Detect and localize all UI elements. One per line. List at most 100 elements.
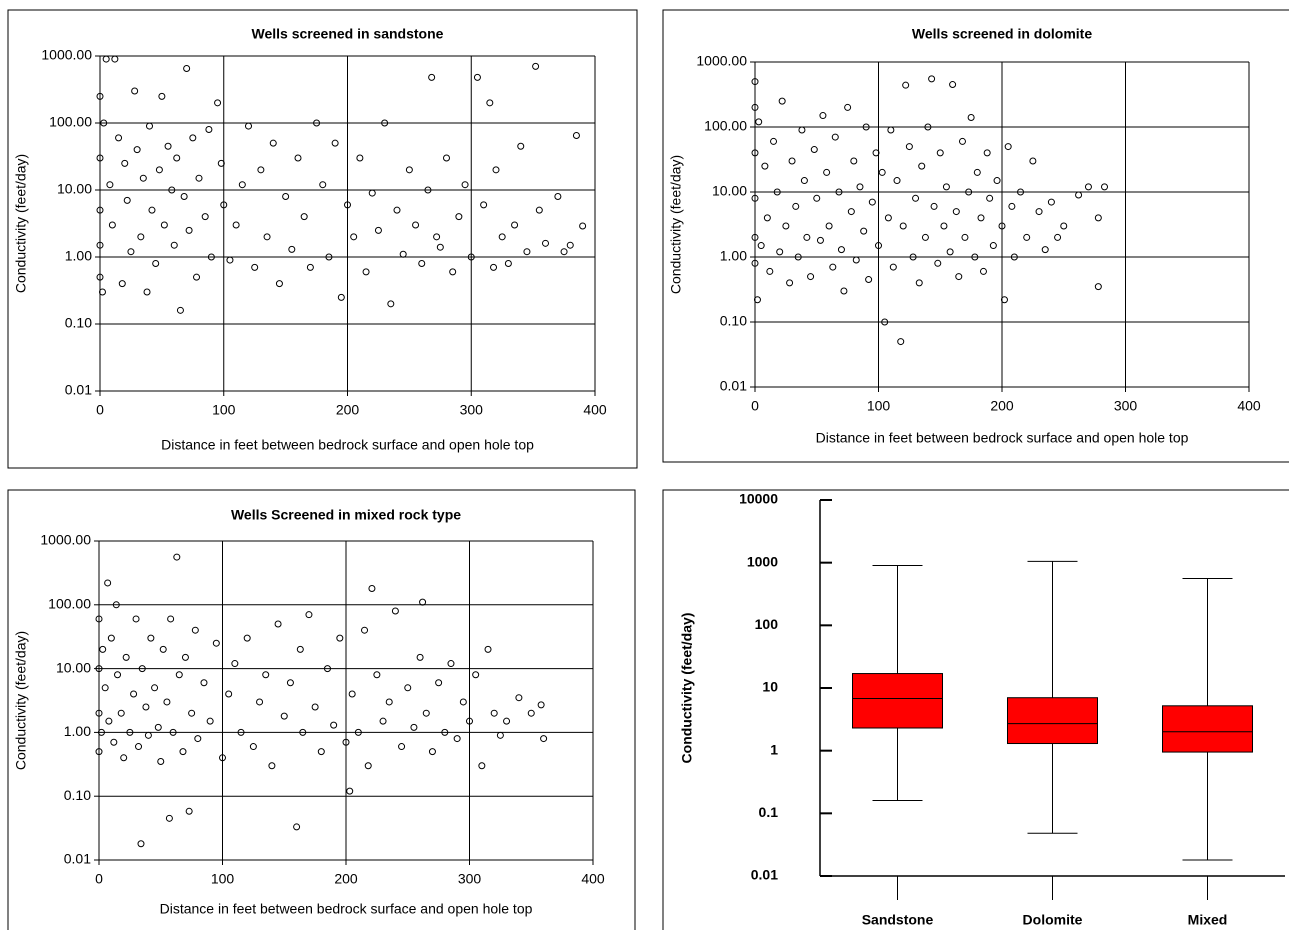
y-tick-label: 0.10	[64, 787, 91, 803]
point	[144, 731, 152, 739]
x-tick-label: Sandstone	[862, 912, 934, 928]
point	[973, 168, 981, 176]
point	[492, 166, 500, 174]
point	[344, 201, 351, 209]
point	[755, 118, 763, 126]
x-tick-label: 400	[583, 402, 607, 418]
x-axis-label: Distance in feet between bedrock surface…	[160, 901, 533, 917]
point	[909, 253, 917, 261]
point	[139, 174, 147, 182]
point	[912, 194, 920, 202]
point	[121, 159, 129, 167]
point	[986, 194, 994, 202]
point	[905, 143, 913, 151]
point	[918, 162, 926, 170]
point	[207, 253, 215, 261]
point	[299, 728, 307, 736]
point	[1041, 246, 1049, 254]
point	[515, 694, 523, 702]
point	[110, 738, 118, 746]
point	[105, 717, 113, 725]
point	[989, 242, 997, 250]
y-tick-label: 0.01	[64, 851, 91, 867]
point	[319, 181, 327, 189]
point	[800, 177, 808, 185]
point	[949, 81, 957, 89]
point	[967, 114, 975, 122]
point	[831, 133, 839, 141]
point	[410, 723, 418, 731]
point	[527, 709, 535, 717]
point	[1008, 202, 1016, 210]
point	[958, 137, 966, 145]
point	[1035, 208, 1043, 216]
panel-frame	[662, 489, 1289, 930]
y-tick-label: 0.01	[720, 378, 747, 394]
point	[803, 233, 811, 241]
y-tick-label: 100.00	[49, 114, 92, 130]
point	[979, 267, 987, 275]
point	[466, 717, 473, 725]
y-tick-label: 1.00	[65, 248, 92, 264]
y-tick-label: 100.00	[704, 118, 747, 134]
point	[381, 119, 389, 127]
point	[850, 157, 858, 165]
point	[761, 162, 769, 170]
point	[1004, 143, 1012, 151]
point	[1075, 191, 1083, 199]
point	[946, 248, 954, 256]
point	[219, 754, 226, 762]
point	[884, 214, 892, 222]
point	[751, 233, 759, 241]
y-tick-label: 1000	[747, 553, 778, 569]
point	[112, 601, 120, 609]
point	[889, 263, 897, 271]
point	[1094, 283, 1102, 291]
point	[120, 754, 128, 762]
point	[480, 201, 488, 209]
point	[118, 280, 126, 288]
point	[249, 743, 257, 751]
point	[165, 814, 173, 822]
point	[1000, 296, 1008, 304]
point	[829, 263, 837, 271]
y-axis-label: Conductivity (feet/day)	[679, 613, 695, 764]
point	[163, 698, 171, 706]
point	[160, 221, 168, 229]
point	[263, 233, 271, 241]
point	[1010, 253, 1018, 261]
point	[1054, 233, 1062, 241]
point	[782, 222, 790, 230]
point	[300, 213, 308, 221]
point	[268, 762, 276, 770]
x-tick-label: 0	[95, 871, 103, 887]
point	[798, 126, 806, 134]
point	[856, 183, 864, 191]
point	[878, 168, 886, 176]
point	[473, 73, 481, 81]
x-tick-label: Mixed	[1188, 912, 1228, 928]
point	[256, 698, 264, 706]
point	[205, 125, 213, 133]
point	[1017, 188, 1025, 196]
point	[915, 279, 923, 287]
point	[137, 840, 145, 848]
point	[293, 823, 301, 831]
point	[132, 615, 140, 623]
point	[158, 92, 166, 100]
panel-frame	[662, 9, 1289, 463]
box	[1162, 705, 1253, 753]
point	[971, 253, 979, 261]
point	[490, 709, 498, 717]
point	[180, 192, 188, 200]
point	[311, 703, 319, 711]
point	[226, 256, 234, 264]
point	[532, 62, 540, 70]
point	[566, 241, 574, 249]
point	[560, 248, 568, 256]
point	[965, 188, 973, 196]
y-tick-label: 10000	[739, 491, 778, 507]
point	[368, 189, 376, 197]
point	[143, 288, 151, 296]
point	[844, 103, 852, 111]
